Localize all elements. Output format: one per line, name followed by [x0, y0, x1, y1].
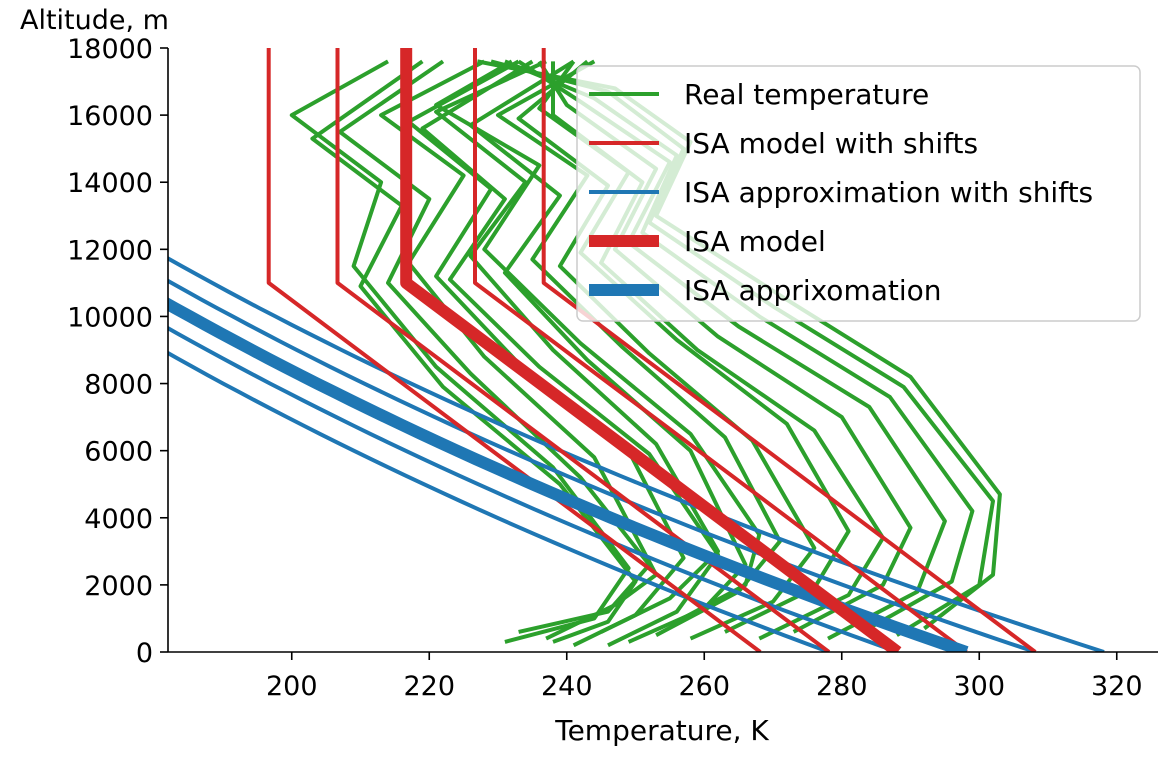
real-temperature-line	[468, 59, 748, 644]
real-temperature-line	[434, 59, 720, 634]
isa-model-shift-line	[473, 48, 968, 652]
isa-model-shift-line	[541, 48, 1037, 652]
y-tick-label: 10000	[67, 302, 153, 333]
isa-approximation-shift-line	[168, 325, 899, 652]
isa-approximation-shift-line	[168, 278, 1036, 652]
tick-labels: 200 220 240 260 280 300 320 0 2000 4000 6000 8000 10…	[67, 34, 1142, 702]
legend-label: Real temperature	[684, 78, 929, 111]
y-tick-label: 2000	[84, 571, 153, 602]
x-tick-label: 320	[1091, 671, 1143, 702]
legend-label: ISA model with shifts	[684, 127, 978, 160]
y-tick-label: 14000	[67, 168, 153, 199]
x-axis-label: Temperature, K	[554, 714, 769, 747]
isa-approximation-shift-line	[168, 350, 830, 652]
y-tick-label: 12000	[67, 235, 153, 266]
y-tick-label: 4000	[84, 504, 153, 535]
y-axis-label: Altitude, m	[20, 5, 169, 36]
y-tick-label: 0	[136, 638, 153, 669]
legend: Real temperature ISA model with shifts ISA…	[576, 65, 1141, 322]
y-tick-label: 6000	[84, 437, 153, 468]
x-tick-label: 220	[403, 671, 455, 702]
legend-label: ISA model	[684, 225, 826, 258]
legend-frame	[576, 65, 1141, 322]
isa-approximation-line	[168, 297, 969, 652]
isa-approximation-shift-line	[168, 256, 1105, 652]
isa-model-line	[400, 48, 902, 652]
y-tick-label: 8000	[84, 370, 153, 401]
y-tick-label: 16000	[67, 101, 153, 132]
x-tick-label: 280	[816, 671, 868, 702]
x-tick-label: 200	[266, 671, 318, 702]
isa-model-shift-line	[335, 48, 831, 652]
x-tick-label: 260	[678, 671, 730, 702]
x-tick-label: 300	[953, 671, 1005, 702]
y-tick-label: 18000	[67, 34, 153, 65]
legend-label: ISA approximation with shifts	[684, 176, 1093, 209]
axes	[167, 48, 1158, 653]
legend-label: ISA apprixomation	[684, 274, 942, 307]
isa-model-shift-line	[266, 48, 762, 652]
real-temperature-line	[337, 59, 652, 634]
x-tick-label: 240	[541, 671, 593, 702]
real-temperature-line	[310, 59, 638, 644]
real-temperature-line	[420, 59, 720, 648]
real-temperature-line	[289, 59, 631, 644]
real-temperature-line	[537, 60, 851, 634]
